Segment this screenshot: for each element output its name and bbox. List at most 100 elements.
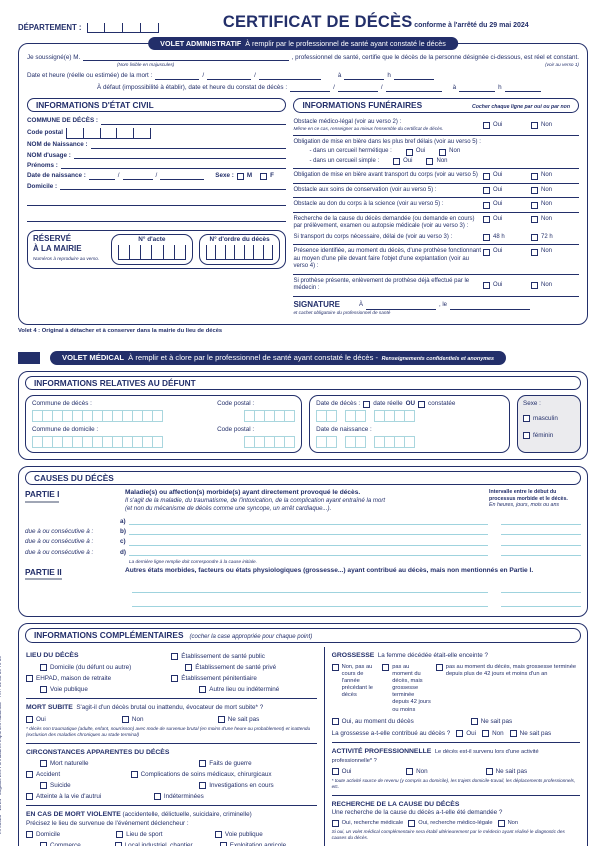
checkbox-date-reelle[interactable] [363, 400, 371, 408]
checkbox-circ-indeterminees[interactable] [153, 793, 161, 801]
checkbox-feminin[interactable] [523, 432, 530, 440]
death-hour-field[interactable] [344, 73, 385, 81]
checkbox-ap-nsp[interactable] [485, 768, 493, 776]
checkbox-gr-non-annee[interactable] [331, 663, 339, 671]
checkbox-mv-commerce[interactable] [40, 842, 47, 846]
interval-c-field[interactable] [501, 539, 581, 546]
constat-hour-field[interactable] [459, 85, 496, 93]
checkbox-mv-agricole[interactable] [219, 842, 227, 846]
constat-year-field[interactable] [385, 85, 442, 93]
checkbox-r1-non[interactable] [531, 121, 538, 129]
nom-naissance-field[interactable] [90, 142, 287, 149]
checkbox-r4-non[interactable] [531, 187, 538, 195]
checkbox-gr-42j-plus[interactable] [435, 663, 443, 671]
commune-deces-cells[interactable] [32, 410, 163, 423]
constat-day-field[interactable] [290, 85, 331, 93]
checkbox-r1-oui[interactable] [483, 121, 490, 129]
commune-deces-cp-cells[interactable] [244, 410, 296, 423]
interval-b-field[interactable] [501, 528, 581, 536]
date-deces-month-cells[interactable] [345, 410, 367, 423]
checkbox-r8-oui[interactable] [483, 248, 490, 256]
checkbox-gr2-nsp[interactable] [509, 730, 517, 738]
ordre-number-input[interactable] [205, 244, 274, 260]
checkbox-r9-oui[interactable] [483, 281, 490, 289]
checkbox-lieu-domicile[interactable] [40, 664, 47, 672]
checkbox-r2a-oui[interactable] [405, 148, 413, 156]
signature-date-field[interactable] [450, 303, 530, 310]
checkbox-r4-oui[interactable] [483, 187, 490, 195]
date-deces-day-cells[interactable] [316, 410, 338, 423]
date-naissance-month-cells[interactable] [345, 435, 367, 448]
interval-a-field[interactable] [501, 518, 581, 526]
constat-month-field[interactable] [337, 85, 378, 93]
death-day-field[interactable] [155, 73, 200, 81]
checkbox-sexe-f[interactable] [260, 172, 268, 180]
checkbox-lieu-sante-prive[interactable] [185, 664, 193, 672]
checkbox-ap-oui[interactable] [331, 768, 339, 776]
cause-d-field[interactable] [128, 549, 488, 557]
checkbox-r7-72h[interactable] [531, 234, 538, 242]
checkbox-r2b-oui[interactable] [393, 158, 401, 166]
dob-month-field[interactable] [122, 173, 153, 180]
checkbox-rc-medicale[interactable] [331, 820, 339, 828]
date-naissance-day-cells[interactable] [316, 435, 338, 448]
checkbox-gr2-oui[interactable] [456, 730, 464, 738]
checkbox-gr2-non[interactable] [482, 730, 490, 738]
code-postal-input[interactable] [66, 127, 152, 139]
checkbox-r6-oui[interactable] [483, 216, 490, 224]
checkbox-date-constatee[interactable] [418, 400, 426, 408]
checkbox-mv-sport[interactable] [116, 831, 124, 839]
partie2-field-line1[interactable] [132, 586, 488, 594]
commune-deces-field[interactable] [101, 118, 287, 125]
date-naissance-year-cells[interactable] [374, 435, 416, 448]
checkbox-circ-atteinte[interactable] [26, 793, 33, 801]
checkbox-r7-48h[interactable] [483, 234, 490, 242]
checkbox-r2a-non[interactable] [439, 148, 447, 156]
dob-day-field[interactable] [88, 173, 115, 180]
death-minute-field[interactable] [393, 73, 434, 81]
date-deces-year-cells[interactable] [374, 410, 416, 423]
checkbox-r3-oui[interactable] [483, 172, 490, 180]
constat-minute-field[interactable] [504, 85, 541, 93]
checkbox-mv-industriel[interactable] [114, 842, 122, 846]
checkbox-masculin[interactable] [523, 415, 530, 423]
checkbox-ap-non[interactable] [406, 768, 414, 776]
checkbox-circ-guerre[interactable] [199, 760, 207, 768]
checkbox-gr-42j-moins[interactable] [382, 663, 390, 671]
commune-domicile-cp-cells[interactable] [244, 435, 296, 448]
partie2-interval1-field[interactable] [501, 586, 581, 594]
dob-year-field[interactable] [160, 173, 205, 180]
checkbox-r3-non[interactable] [531, 172, 538, 180]
prenoms-field[interactable] [60, 162, 287, 170]
checkbox-lieu-penitentiaire[interactable] [171, 675, 179, 683]
domicile-field[interactable] [60, 183, 287, 191]
checkbox-mv-domicile[interactable] [26, 831, 33, 839]
interval-d-field[interactable] [501, 549, 581, 557]
checkbox-r8-non[interactable] [531, 248, 538, 256]
checkbox-lieu-autre[interactable] [199, 686, 207, 693]
checkbox-sexe-m[interactable] [236, 172, 244, 180]
checkbox-r5-non[interactable] [531, 201, 538, 209]
checkbox-ms-nsp[interactable] [217, 716, 225, 724]
death-year-field[interactable] [258, 73, 321, 81]
commune-domicile-cells[interactable] [32, 435, 163, 448]
nom-usage-field[interactable] [73, 152, 287, 160]
practitioner-name-field[interactable] [83, 54, 289, 62]
department-input[interactable] [86, 22, 159, 33]
death-month-field[interactable] [207, 73, 252, 81]
checkbox-lieu-sante-public[interactable] [171, 653, 179, 661]
checkbox-ms-non[interactable] [121, 716, 129, 724]
domicile-field-line3[interactable] [27, 215, 287, 222]
signature-place-field[interactable] [365, 303, 436, 310]
checkbox-gr-oui-moment[interactable] [331, 718, 339, 726]
checkbox-ms-oui[interactable] [26, 716, 33, 724]
checkbox-circ-accident[interactable] [26, 771, 33, 779]
checkbox-r5-oui[interactable] [483, 201, 490, 209]
checkbox-circ-complications[interactable] [130, 771, 138, 779]
cause-a-field[interactable] [128, 518, 488, 526]
checkbox-circ-suicide[interactable] [40, 782, 47, 790]
checkbox-r2b-non[interactable] [426, 158, 434, 166]
partie2-field-line2[interactable] [132, 600, 488, 608]
checkbox-rc-medico-legale[interactable] [408, 820, 416, 828]
checkbox-lieu-ehpad[interactable] [26, 675, 33, 683]
